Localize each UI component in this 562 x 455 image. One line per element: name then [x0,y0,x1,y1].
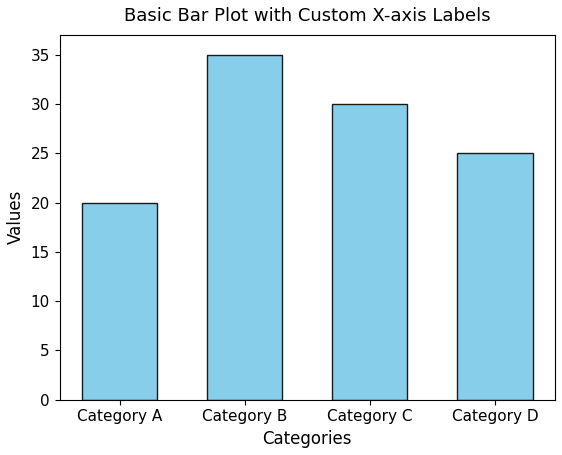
Bar [457,153,533,400]
Bar [332,104,407,400]
Y-axis label: Values: Values [7,190,25,244]
Bar [207,55,282,400]
X-axis label: Categories: Categories [262,430,352,448]
Bar [82,202,157,400]
Title: Basic Bar Plot with Custom X-axis Labels: Basic Bar Plot with Custom X-axis Labels [124,7,491,25]
